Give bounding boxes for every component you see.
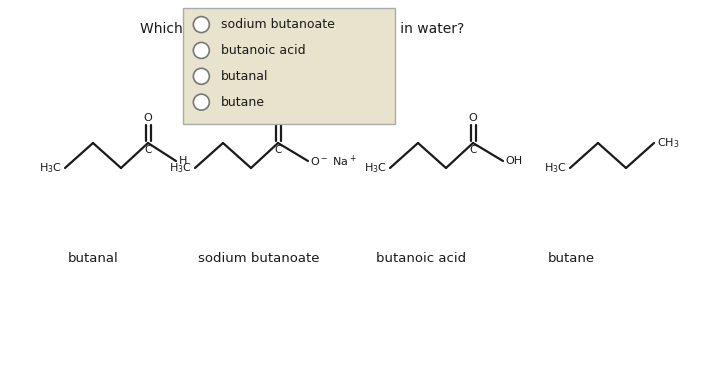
Text: sodium butanoate: sodium butanoate [221, 18, 335, 31]
Text: sodium butanoate: sodium butanoate [198, 251, 319, 265]
Circle shape [193, 42, 209, 59]
Text: H$_3$C: H$_3$C [169, 161, 192, 175]
Text: CH$_3$: CH$_3$ [657, 136, 679, 150]
Text: C: C [470, 145, 477, 155]
Circle shape [193, 68, 209, 84]
Text: O: O [144, 113, 152, 123]
Text: butane: butane [548, 251, 595, 265]
Text: H$_3$C: H$_3$C [544, 161, 567, 175]
Text: O: O [469, 113, 477, 123]
Text: O$^-$ Na$^+$: O$^-$ Na$^+$ [310, 153, 357, 169]
Text: C: C [275, 145, 282, 155]
Text: butane: butane [221, 96, 265, 109]
Polygon shape [183, 8, 395, 124]
Text: butanal: butanal [221, 70, 269, 83]
Text: butanal: butanal [68, 251, 119, 265]
Text: butanoic acid: butanoic acid [221, 44, 306, 57]
Text: H$_3$C: H$_3$C [39, 161, 62, 175]
Text: H$_3$C: H$_3$C [364, 161, 387, 175]
Text: O: O [274, 113, 283, 123]
Circle shape [193, 17, 209, 33]
Text: Which compound is the most soluble in water?: Which compound is the most soluble in wa… [140, 22, 464, 36]
Text: OH: OH [505, 156, 522, 166]
Text: butanoic acid: butanoic acid [375, 251, 466, 265]
Text: H: H [179, 156, 188, 166]
Text: C: C [145, 145, 152, 155]
Circle shape [193, 94, 209, 110]
